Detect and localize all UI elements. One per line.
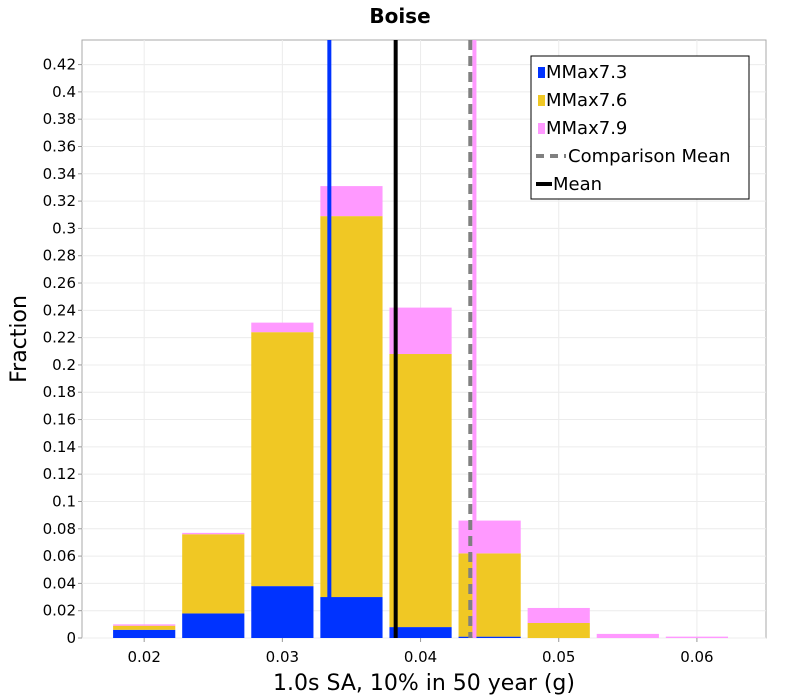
bar-segment [389, 627, 452, 638]
legend-label: MMax7.3 [546, 62, 627, 83]
legend-label: Mean [553, 174, 602, 195]
bar-segment [527, 607, 590, 623]
x-tick-label: 0.02 [127, 648, 160, 666]
y-tick-label: 0.36 [43, 137, 76, 155]
y-tick-label: 0.08 [43, 520, 76, 538]
bars-group [113, 186, 728, 638]
y-tick-label: 0.26 [43, 274, 76, 292]
bar-segment [527, 622, 590, 638]
legend-swatch [538, 95, 545, 106]
y-tick-label: 0.32 [43, 192, 76, 210]
bar-segment [113, 625, 176, 630]
y-tick-label: 0.18 [43, 383, 76, 401]
x-axis-ticks: 0.02 0.03 0.04 0.05 0.06 [127, 638, 714, 666]
y-axis-ticks: 0 0.02 0.04 0.06 0.08 0.1 0.12 0.14 0.16 0.18 0.2 0… [43, 56, 82, 647]
y-tick-label: 0.02 [43, 602, 76, 620]
bar-segment [389, 307, 452, 355]
legend-swatch [538, 123, 545, 134]
y-tick-label: 0.12 [43, 465, 76, 483]
y-tick-label: 0.1 [52, 492, 76, 510]
y-tick-label: 0.4 [52, 83, 76, 101]
mean-lines-group [327, 40, 477, 638]
legend-label: MMax7.6 [546, 90, 627, 111]
legend-label: Comparison Mean [568, 146, 731, 167]
bar-segment [182, 534, 245, 614]
legend-swatch [538, 67, 545, 78]
bar-segment [458, 553, 521, 637]
y-tick-label: 0.22 [43, 329, 76, 347]
y-tick-label: 0.42 [43, 56, 76, 74]
bar-segment [113, 629, 176, 638]
bar-segment [182, 613, 245, 638]
y-tick-label: 0.06 [43, 547, 76, 565]
x-tick-label: 0.05 [542, 648, 575, 666]
legend: MMax7.3 MMax7.6 MMax7.9 Comparison Mean Mean [530, 55, 750, 200]
chart-title: Boise [369, 4, 430, 28]
bar-segment [251, 322, 314, 333]
y-tick-label: 0.14 [43, 438, 76, 456]
y-tick-label: 0.3 [52, 219, 76, 237]
x-axis-label: 1.0s SA, 10% in 50 year (g) [273, 671, 575, 696]
bar-segment [458, 520, 521, 554]
x-tick-label: 0.06 [680, 648, 713, 666]
x-tick-label: 0.04 [404, 648, 437, 666]
y-tick-label: 0.28 [43, 247, 76, 265]
bar-segment [665, 636, 728, 638]
bar-segment [251, 586, 314, 638]
y-tick-label: 0.34 [43, 165, 76, 183]
y-tick-label: 0.2 [52, 356, 76, 374]
bar-segment [182, 532, 245, 535]
bar-segment [596, 633, 659, 638]
y-tick-label: 0.24 [43, 301, 76, 319]
y-tick-label: 0.38 [43, 110, 76, 128]
legend-box [530, 55, 750, 200]
x-tick-label: 0.03 [266, 648, 299, 666]
bar-segment [251, 332, 314, 587]
y-tick-label: 0.04 [43, 574, 76, 592]
bar-segment [113, 624, 176, 626]
y-tick-label: 0.16 [43, 411, 76, 429]
y-axis-label: Fraction [7, 295, 32, 383]
y-tick-label: 0 [66, 629, 76, 647]
bar-segment [389, 354, 452, 628]
legend-label: MMax7.9 [546, 118, 627, 139]
bar-segment [458, 636, 521, 638]
